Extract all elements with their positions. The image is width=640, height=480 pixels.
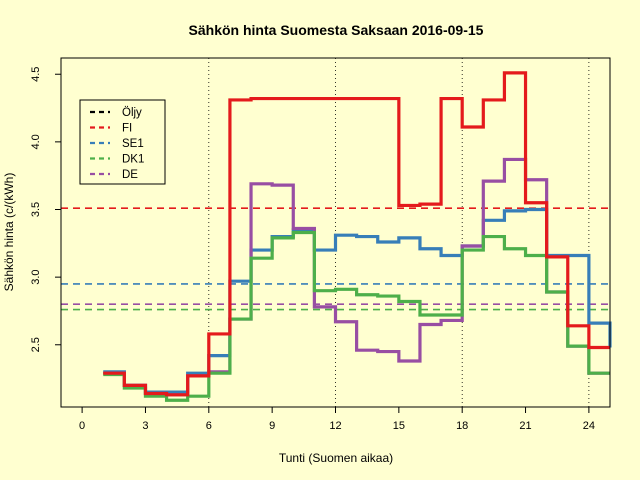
series-line-dk1 (103, 230, 610, 402)
x-tick-label: 3 (142, 420, 148, 432)
legend-label-öljy: Öljy (122, 107, 142, 119)
series-line-fi (103, 71, 610, 397)
y-tick-label: 4.0 (30, 134, 42, 149)
legend-label-de: DE (122, 169, 138, 181)
mean-lines (61, 207, 610, 311)
x-tick-label: 6 (206, 420, 212, 432)
x-tick-label: 15 (393, 420, 405, 432)
x-axis-label: Tunti (Suomen aikaa) (279, 451, 393, 465)
legend-label-dk1: DK1 (122, 154, 144, 166)
price-series (103, 71, 612, 402)
legend-label-fi: FI (122, 123, 132, 135)
x-tick-label: 18 (456, 420, 468, 432)
x-tick-label: 12 (329, 420, 341, 432)
y-axis: 2.5 3.0 3.5 4.0 4.5 (30, 67, 61, 352)
x-tick-label: 9 (269, 420, 275, 432)
x-tick-label: 21 (519, 420, 531, 432)
y-axis-label: Sähkön hinta (c/(kWh) (2, 173, 16, 292)
chart-title: Sähkön hinta Suomesta Saksaan 2016-09-15 (189, 22, 484, 38)
y-tick-label: 3.5 (30, 202, 42, 217)
x-axis: 0 3 6 9 12 15 18 21 24 (79, 407, 595, 432)
series-line-de (103, 157, 610, 397)
y-tick-label: 3.0 (30, 269, 42, 284)
y-tick-label: 4.5 (30, 67, 42, 82)
x-tick-label: 24 (583, 420, 595, 432)
x-tick-label: 0 (79, 420, 85, 432)
legend-box (79, 99, 166, 185)
y-tick-label: 2.5 (30, 337, 42, 352)
legend: Öljy FI SE1 DK1 DE (79, 99, 166, 185)
legend-label-se1: SE1 (122, 138, 144, 150)
series-line-se1 (103, 207, 612, 394)
